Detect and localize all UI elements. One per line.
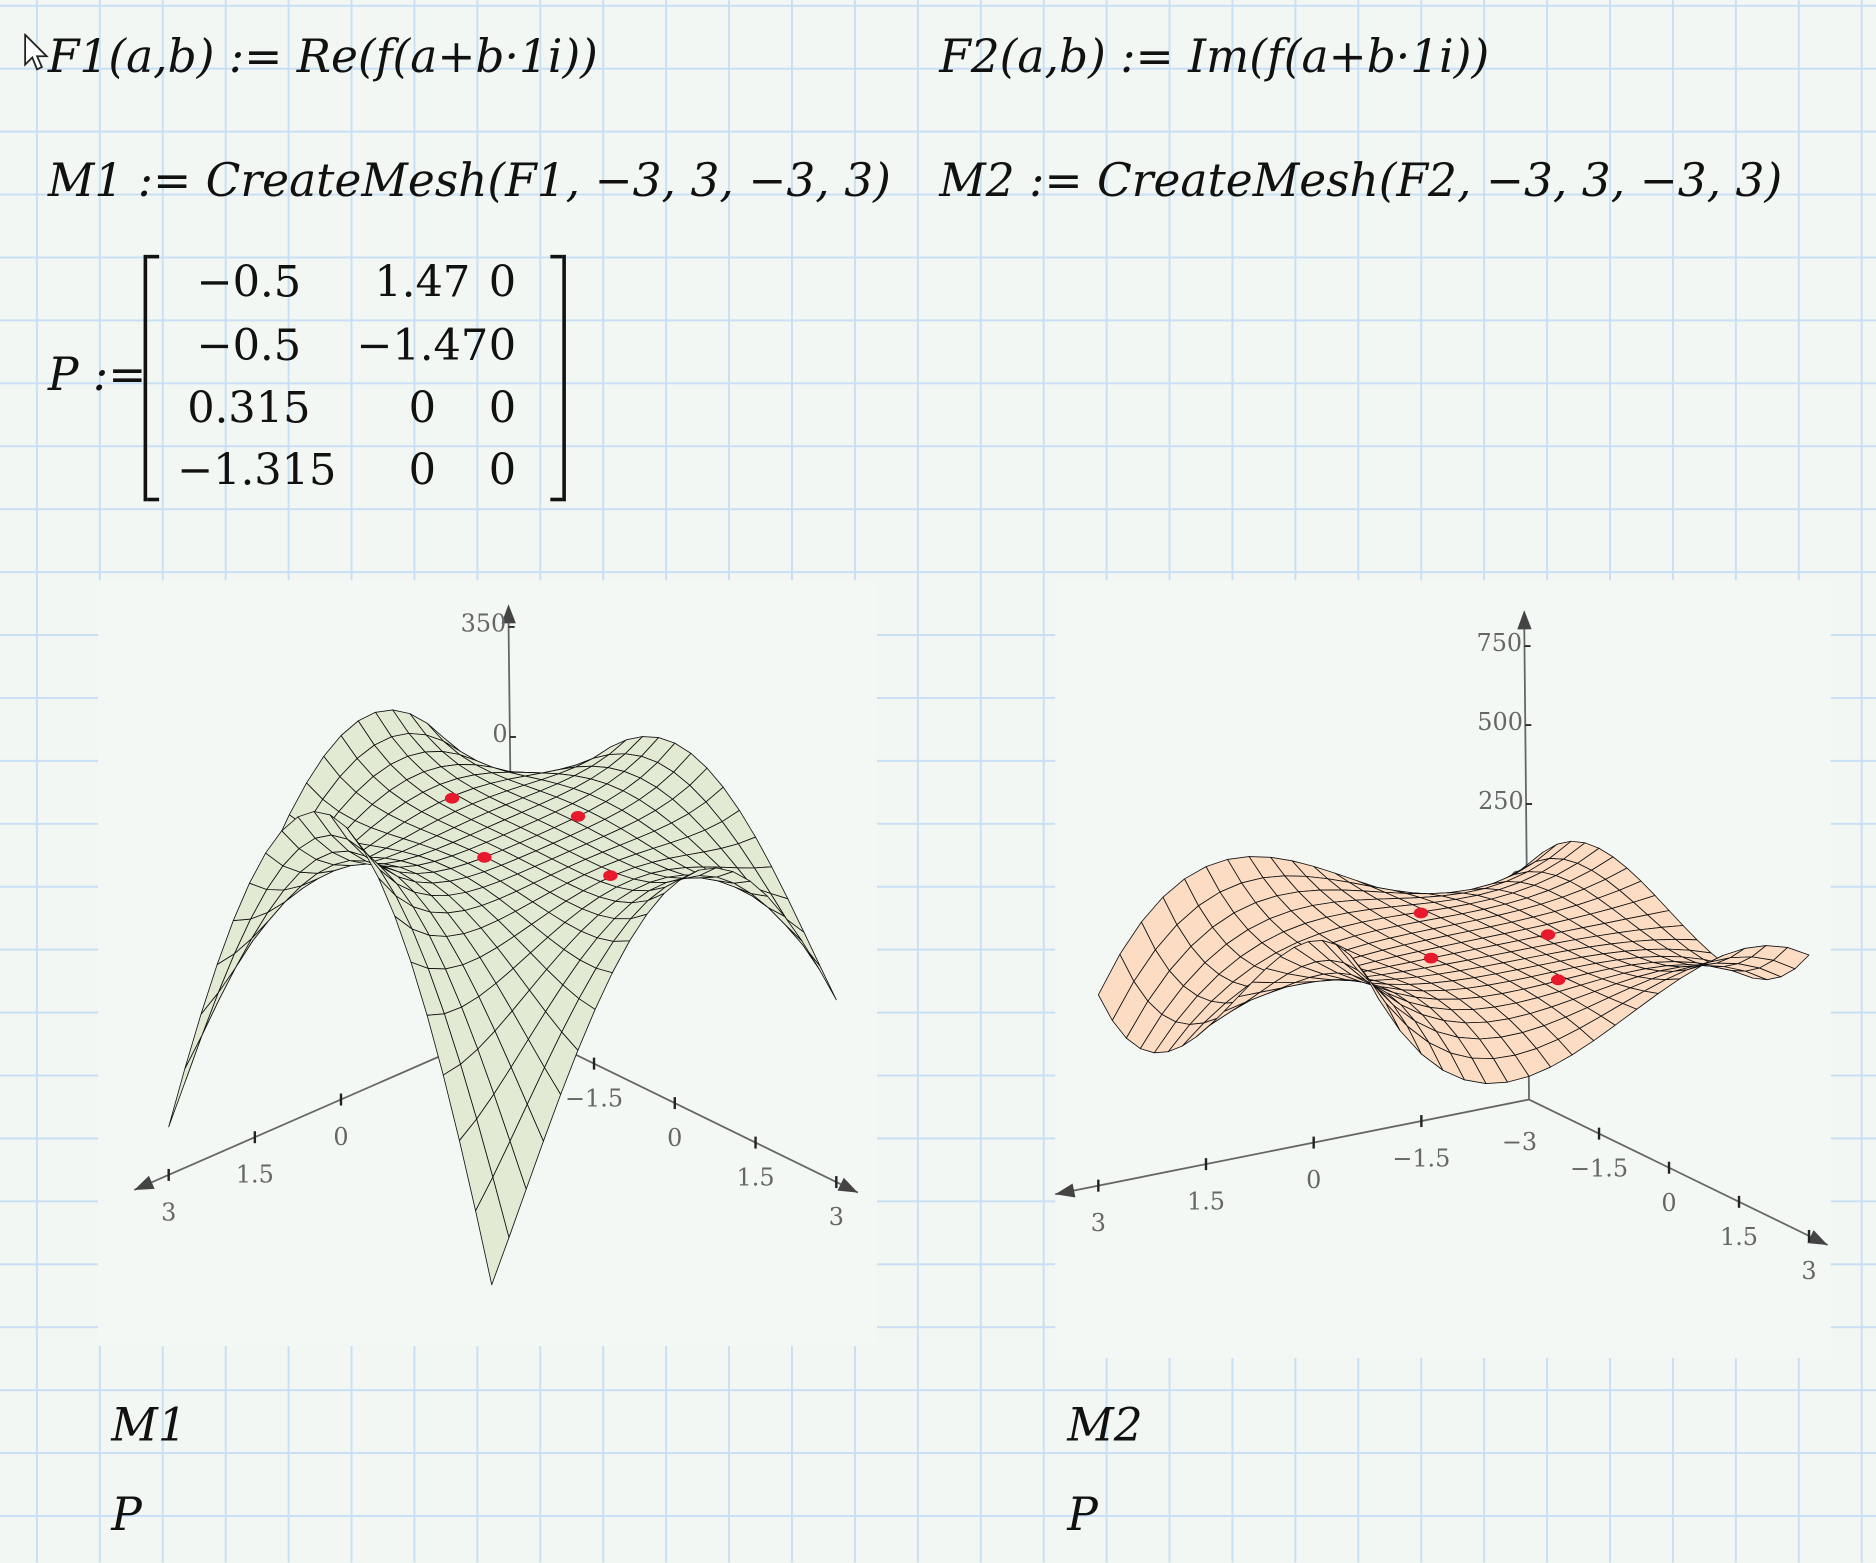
x-axis-tick-label: 0 <box>1306 1166 1321 1194</box>
x-axis-tick-label: 1.5 <box>1187 1188 1225 1216</box>
y-axis-tick-label: 1.5 <box>1720 1223 1758 1251</box>
matrix-cell: 0 <box>488 446 517 496</box>
y-axis-tick-label: −3 <box>1502 1128 1537 1156</box>
y-axis-arrow-icon <box>837 1177 858 1193</box>
matrix-cell: 1.47 <box>374 258 471 308</box>
y-axis-tick-label: 0 <box>667 1124 682 1152</box>
y-axis-arrow-icon <box>1807 1230 1828 1246</box>
data-point-p <box>1413 907 1429 919</box>
data-point-p <box>1540 929 1556 941</box>
matrix-cell: 0.315 <box>187 384 311 434</box>
plot2-points-label[interactable]: P <box>1067 1488 1098 1542</box>
x-axis-arrow-icon <box>1055 1183 1076 1198</box>
mouse-cursor-icon <box>24 33 49 71</box>
x-axis-tick-label: 3 <box>1091 1209 1106 1237</box>
matrix-cell: −1.315 <box>177 446 337 496</box>
surface-mesh-cell <box>1363 972 1401 1031</box>
z-axis-arrow-icon <box>501 604 516 624</box>
f2-definition[interactable]: F2(a,b) := Im(f(a+b·1i)) <box>939 29 1490 83</box>
data-point-p <box>444 792 460 804</box>
x-axis-tick-label: 3 <box>161 1198 176 1226</box>
z-axis-tick-label: 250 <box>1478 787 1524 815</box>
plot1-points-label[interactable]: P <box>111 1488 142 1542</box>
matrix-cell: 0 <box>408 446 437 496</box>
data-point-p <box>570 811 586 822</box>
data-point-p <box>1423 952 1439 964</box>
surface-mesh-cell <box>802 944 837 1001</box>
plot2-surface-label[interactable]: M2 <box>1067 1398 1143 1452</box>
m2-definition[interactable]: M2 := CreateMesh(F2, −3, 3, −3, 3) <box>939 154 1783 207</box>
data-point-p <box>603 870 618 881</box>
y-axis-tick-label: 1.5 <box>737 1164 775 1192</box>
x-axis-tick-label: 0 <box>333 1123 348 1151</box>
x-axis-line <box>1055 1098 1530 1196</box>
surface-mesh-cell <box>168 1034 203 1128</box>
y-axis-line <box>1528 1098 1829 1246</box>
matrix-p[interactable]: −0.5 1.47 0 −0.5 −1.47 0 0.315 0 0 −1.31… <box>143 254 566 502</box>
x-axis-tick-label: −1.5 <box>1392 1145 1450 1173</box>
z-axis-tick-label: 750 <box>1477 629 1523 657</box>
y-axis-tick-label: 0 <box>1661 1189 1676 1217</box>
matrix-cell: −1.47 <box>356 321 489 371</box>
z-axis-tick-label: 500 <box>1477 708 1523 736</box>
f1-definition[interactable]: F1(a,b) := Re(f(a+b·1i)) <box>47 29 598 83</box>
plot1-surface-label[interactable]: M1 <box>111 1398 187 1452</box>
y-axis-tick-label: 3 <box>1801 1257 1816 1285</box>
y-axis-tick-label: −1.5 <box>565 1085 623 1113</box>
matrix-cell: −0.5 <box>196 321 302 371</box>
matrix-cell: 0 <box>488 321 517 371</box>
data-point-p <box>1550 974 1566 986</box>
matrix-cell: 0 <box>488 258 517 308</box>
z-axis-arrow-icon <box>1517 610 1532 630</box>
y-axis-tick-label: −1.5 <box>1570 1155 1628 1183</box>
data-point-p <box>477 851 492 863</box>
matrix-cell: 0 <box>488 384 517 434</box>
y-axis-tick-label: 3 <box>829 1203 844 1231</box>
matrix-cell: −0.5 <box>196 258 302 308</box>
matrix-cell: 0 <box>408 384 437 434</box>
x-axis-arrow-icon <box>134 1175 155 1190</box>
surface-mesh-cell <box>184 992 219 1070</box>
z-axis-tick-label: 0 <box>492 720 507 748</box>
surface-mesh-cell <box>475 1176 510 1286</box>
x-axis-tick-label: 1.5 <box>236 1161 274 1189</box>
z-axis-tick-label: 350 <box>461 610 507 638</box>
p-definition-label[interactable]: P := <box>47 348 147 401</box>
m1-definition[interactable]: M1 := CreateMesh(F1, −3, 3, −3, 3) <box>47 154 891 207</box>
